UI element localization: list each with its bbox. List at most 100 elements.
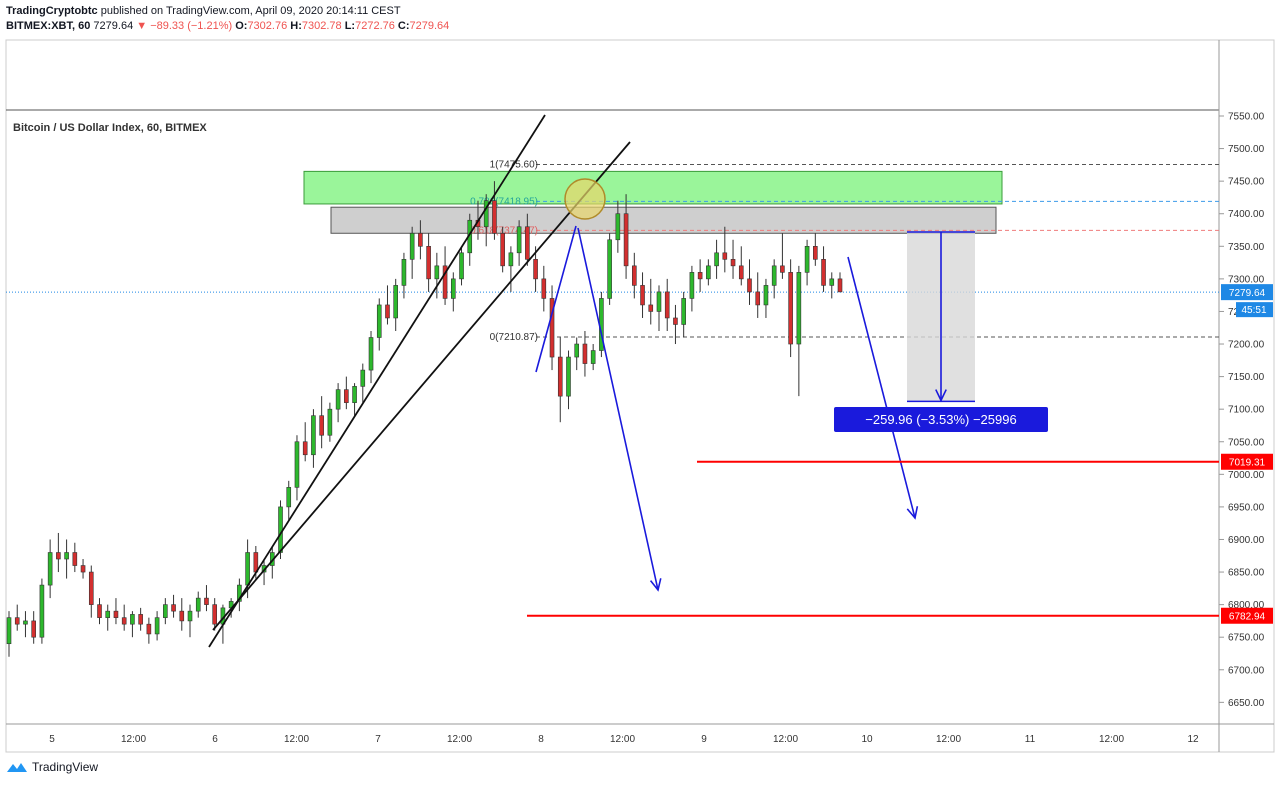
candle-body xyxy=(780,265,785,273)
current-price-tag xyxy=(1221,284,1273,301)
candle-body xyxy=(615,213,621,241)
candle-body xyxy=(788,272,793,345)
candle-body xyxy=(393,285,399,319)
candle-body xyxy=(204,597,209,605)
time-axis[interactable]: 5 12:00 6 12:00 7 12:00 8 12:00 9 12:00 10 12:00 11 1… xyxy=(49,734,1199,745)
current-price-label: 7279.64 xyxy=(1229,288,1266,299)
y-tick-label: 7000.00 xyxy=(1228,470,1265,481)
symbol-label: BITMEX:XBT, 60 xyxy=(6,20,91,32)
candle-body xyxy=(492,200,497,234)
highlight-circle xyxy=(564,178,606,220)
candle-body xyxy=(582,343,588,364)
y-tick-label: 7200.00 xyxy=(1228,340,1265,351)
fib-label: 0(7210.87) xyxy=(490,332,538,343)
candle-body xyxy=(813,246,818,260)
candle-body xyxy=(286,487,292,508)
published-text: published on TradingView.com, April 09, … xyxy=(100,5,401,17)
candle-body xyxy=(64,552,69,560)
candle-body xyxy=(483,200,489,228)
author-name[interactable]: TradingCryptobtc xyxy=(6,5,98,17)
candle-body xyxy=(311,415,316,456)
x-tick-label: 12:00 xyxy=(447,734,472,745)
candle-body xyxy=(121,617,127,625)
candle-body xyxy=(56,552,61,560)
x-tick-label: 6 xyxy=(212,734,218,745)
low-label: L: xyxy=(344,20,356,32)
candle-body xyxy=(14,617,20,625)
x-tick-label: 12:00 xyxy=(284,734,309,745)
y-tick-label: 7500.00 xyxy=(1228,144,1265,155)
chart-title: Bitcoin / US Dollar Index, 60, BITMEX xyxy=(13,122,207,134)
measure-arrow-head xyxy=(935,389,947,403)
fib-label: 0.618(7374.47) xyxy=(470,225,538,236)
measure-label-bg xyxy=(834,407,1048,432)
x-tick-label: 12:00 xyxy=(121,734,146,745)
candle-body xyxy=(327,408,333,436)
candle-body xyxy=(335,389,341,410)
x-tick-label: 12 xyxy=(1187,734,1199,745)
close-label: C: xyxy=(397,20,410,32)
candle-body xyxy=(163,604,168,618)
support-price-tag xyxy=(1221,607,1273,624)
candle-body xyxy=(500,232,505,267)
candle-body xyxy=(319,415,324,436)
zones-layer xyxy=(303,170,1003,234)
x-tick-label: 12:00 xyxy=(936,734,961,745)
candle-body xyxy=(755,291,761,306)
y-tick-label: 6800.00 xyxy=(1228,600,1265,611)
candle-body xyxy=(533,259,538,280)
candle-body xyxy=(401,259,407,286)
ohlc-line: BITMEX:XBT, 60 7279.64 ▼ −89.33 (−1.21%)… xyxy=(6,19,449,34)
price-change: ▼ −89.33 (−1.21%) xyxy=(136,20,233,32)
candle-body xyxy=(590,350,596,364)
candle-body xyxy=(195,597,201,612)
price-axis[interactable]: 7550.00 7500.00 7450.00 7400.00 7350.00 7300.… xyxy=(1219,112,1273,709)
candle-body xyxy=(623,213,629,267)
candle-body xyxy=(294,441,300,488)
open-value: 7302.76 xyxy=(247,20,288,32)
candle-body xyxy=(829,278,835,286)
x-tick-label: 7 xyxy=(375,734,381,745)
candle-body xyxy=(459,252,464,280)
candle-body xyxy=(130,614,135,625)
candle-body xyxy=(187,610,193,622)
y-tick-label: 7550.00 xyxy=(1228,112,1265,123)
candle-body xyxy=(656,291,662,312)
candle-body xyxy=(706,265,711,280)
candle-body xyxy=(88,571,94,605)
candle-body xyxy=(278,506,283,553)
candle-body xyxy=(72,552,78,566)
y-tick-label: 6750.00 xyxy=(1228,633,1265,644)
candle-body xyxy=(302,441,308,456)
projection-arrow-down-left xyxy=(577,227,659,591)
candle-body xyxy=(39,584,45,638)
projection-arrow-up xyxy=(535,225,577,373)
candle-body xyxy=(837,278,843,293)
resistance-zone-green xyxy=(303,170,1003,205)
candle-body xyxy=(237,584,242,602)
candle-body xyxy=(508,252,514,267)
x-tick-label: 8 xyxy=(538,734,544,745)
candle-body xyxy=(105,610,111,618)
candle-body xyxy=(31,620,36,638)
candle-body xyxy=(344,389,349,403)
candle-body xyxy=(541,278,547,299)
support-price-tag xyxy=(1221,453,1273,470)
candle-body xyxy=(796,272,802,345)
y-tick-label: 7300.00 xyxy=(1228,274,1265,285)
projection-arrow-down-left-head xyxy=(649,578,662,592)
trend-line-steep xyxy=(208,114,546,648)
x-tick-label: 11 xyxy=(1025,734,1036,745)
close-value: 7279.64 xyxy=(409,20,450,32)
candle-body xyxy=(154,617,160,635)
countdown-tag xyxy=(1236,302,1273,318)
candle-body xyxy=(730,259,736,267)
candle-body xyxy=(426,246,431,280)
candle-body xyxy=(409,232,415,260)
candle-body xyxy=(804,246,810,273)
candle-body xyxy=(146,623,152,635)
brand-name[interactable]: TradingView xyxy=(32,760,99,774)
candle-body xyxy=(714,252,719,267)
x-tick-label: 12:00 xyxy=(1099,734,1124,745)
